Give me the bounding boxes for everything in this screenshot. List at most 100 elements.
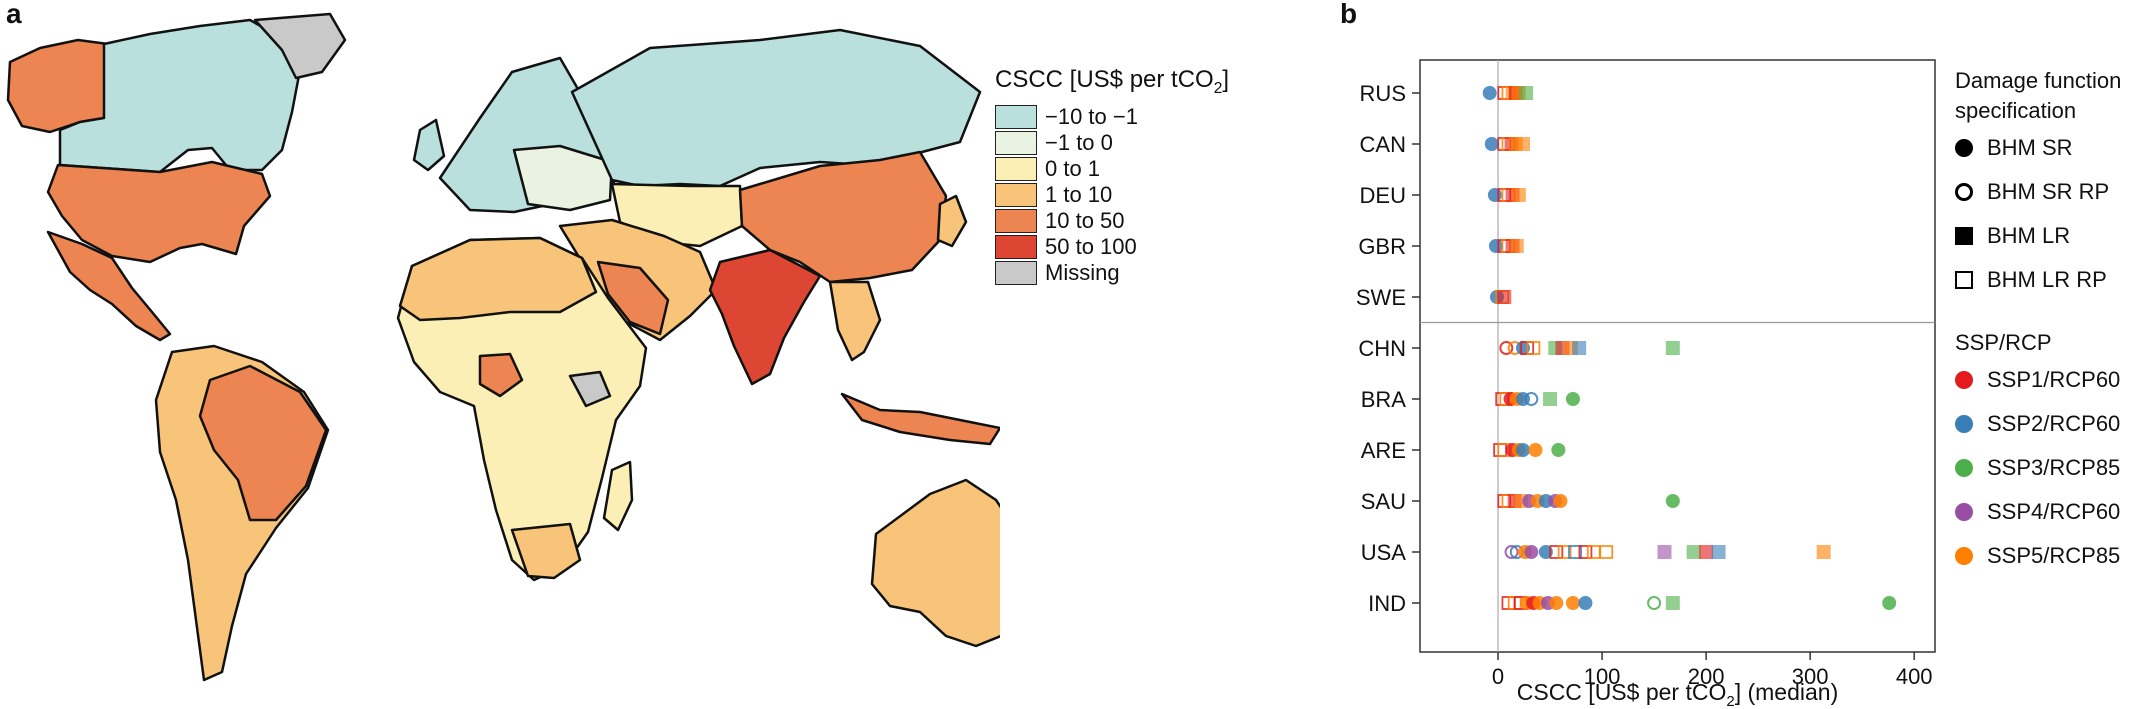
y-tick-label: CAN xyxy=(1360,132,1406,157)
data-point xyxy=(1557,545,1572,559)
y-tick-label: SWE xyxy=(1356,285,1406,310)
damage-legend-item: BHM SR xyxy=(1955,126,2121,170)
data-point xyxy=(1549,545,1564,559)
y-tick-label: BRA xyxy=(1361,387,1407,412)
data-point xyxy=(1524,545,1539,559)
data-point xyxy=(1487,188,1502,202)
map-legend: CSCC [US$ per tCO2] −10 to −1 −1 to 0 0 … xyxy=(995,66,1229,286)
scenario-dot-icon xyxy=(1955,547,1973,565)
scenario-legend-item: SSP4/RCP60 xyxy=(1955,490,2121,534)
map-australia xyxy=(870,478,1000,648)
damage-legend-title-1: Damage function xyxy=(1955,68,2122,93)
data-point xyxy=(1551,443,1566,457)
data-point xyxy=(1586,545,1601,559)
map-uk xyxy=(412,118,446,172)
y-tick-label: GBR xyxy=(1358,234,1406,259)
legend-swatch xyxy=(995,130,1037,155)
map-india xyxy=(708,248,822,386)
y-tick-label: IND xyxy=(1368,591,1406,616)
data-point xyxy=(1647,596,1662,610)
x-tick-label: 400 xyxy=(1896,664,1933,689)
scatter-legend: Damage function specification BHM SR BHM… xyxy=(1955,66,2121,578)
data-point xyxy=(1516,443,1530,457)
data-point xyxy=(1572,341,1587,355)
data-point xyxy=(1482,86,1497,100)
scenario-dot-icon xyxy=(1955,415,1973,433)
y-tick-label: SAU xyxy=(1361,489,1406,514)
filled-circle-icon xyxy=(1955,139,1973,157)
map-se-asia xyxy=(828,280,882,362)
map-brazil xyxy=(198,364,328,522)
map-usa xyxy=(46,160,272,264)
damage-legend-item: BHM SR RP xyxy=(1955,170,2121,214)
scenario-legend-item: SSP5/RCP85 xyxy=(1955,534,2121,578)
data-point xyxy=(1711,545,1726,559)
data-point xyxy=(1568,545,1582,559)
data-point xyxy=(1519,86,1534,100)
map-legend-item: −10 to −1 xyxy=(995,104,1229,130)
scenario-dot-icon xyxy=(1955,371,1973,389)
y-tick-label: RUS xyxy=(1360,81,1406,106)
data-point xyxy=(1516,137,1530,151)
map-indonesia xyxy=(840,392,1000,446)
data-point xyxy=(1578,545,1593,559)
data-point xyxy=(1578,596,1593,610)
data-point xyxy=(1538,545,1553,559)
map-greenland xyxy=(253,12,347,80)
panel-label-a: a xyxy=(6,0,22,29)
data-point xyxy=(1686,545,1701,559)
damage-legend-item: BHM LR RP xyxy=(1955,258,2121,302)
filled-square-icon xyxy=(1955,227,1973,245)
legend-swatch xyxy=(995,104,1037,129)
legend-swatch xyxy=(995,234,1037,259)
data-point xyxy=(1549,596,1564,610)
panel-label-b: b xyxy=(1340,0,1358,29)
data-point xyxy=(1484,137,1499,151)
x-tick-label: 100 xyxy=(1584,664,1621,689)
map-legend-item: Missing xyxy=(995,260,1229,286)
data-point xyxy=(1553,494,1568,508)
data-point xyxy=(1526,341,1541,355)
data-point xyxy=(1599,545,1614,559)
map-legend-item: 10 to 50 xyxy=(995,208,1229,234)
open-square-icon xyxy=(1955,271,1973,289)
legend-swatch xyxy=(995,208,1037,233)
data-point xyxy=(1528,443,1543,457)
map-legend-item: −1 to 0 xyxy=(995,130,1229,156)
scenario-legend-item: SSP3/RCP85 xyxy=(1955,446,2121,490)
data-point xyxy=(1565,392,1580,406)
legend-swatch xyxy=(995,260,1037,285)
x-tick-label: 300 xyxy=(1792,664,1829,689)
data-point xyxy=(1504,545,1519,559)
map-legend-item: 50 to 100 xyxy=(995,234,1229,260)
y-tick-label: USA xyxy=(1361,540,1407,565)
scenario-dot-icon xyxy=(1955,503,1973,521)
data-point xyxy=(1511,188,1526,202)
open-circle-icon xyxy=(1955,183,1973,201)
legend-swatch xyxy=(995,156,1037,181)
data-point xyxy=(1543,392,1558,406)
data-point xyxy=(1816,545,1831,559)
map-missing-africa xyxy=(568,370,612,408)
damage-legend-item: BHM LR xyxy=(1955,214,2121,258)
data-point xyxy=(1699,545,1714,559)
data-point xyxy=(1665,494,1680,508)
data-point xyxy=(1524,392,1539,406)
map-south-africa xyxy=(510,522,582,580)
data-point xyxy=(1882,596,1897,610)
world-map xyxy=(6,12,1000,682)
map-legend-item: 0 to 1 xyxy=(995,156,1229,182)
data-point xyxy=(1665,341,1680,355)
map-japan xyxy=(936,194,968,248)
scenario-legend-item: SSP2/RCP60 xyxy=(1955,402,2121,446)
x-axis-label: CSCC [US$ per tCO2] (median) xyxy=(1517,679,1839,709)
data-point xyxy=(1493,443,1508,457)
x-tick-label: 200 xyxy=(1688,664,1725,689)
data-point xyxy=(1516,341,1530,355)
map-north-africa xyxy=(398,236,598,322)
x-tick-label: 0 xyxy=(1492,664,1504,689)
y-tick-label: CHN xyxy=(1358,336,1406,361)
scenario-legend-item: SSP1/RCP60 xyxy=(1955,358,2121,402)
data-point xyxy=(1665,596,1680,610)
